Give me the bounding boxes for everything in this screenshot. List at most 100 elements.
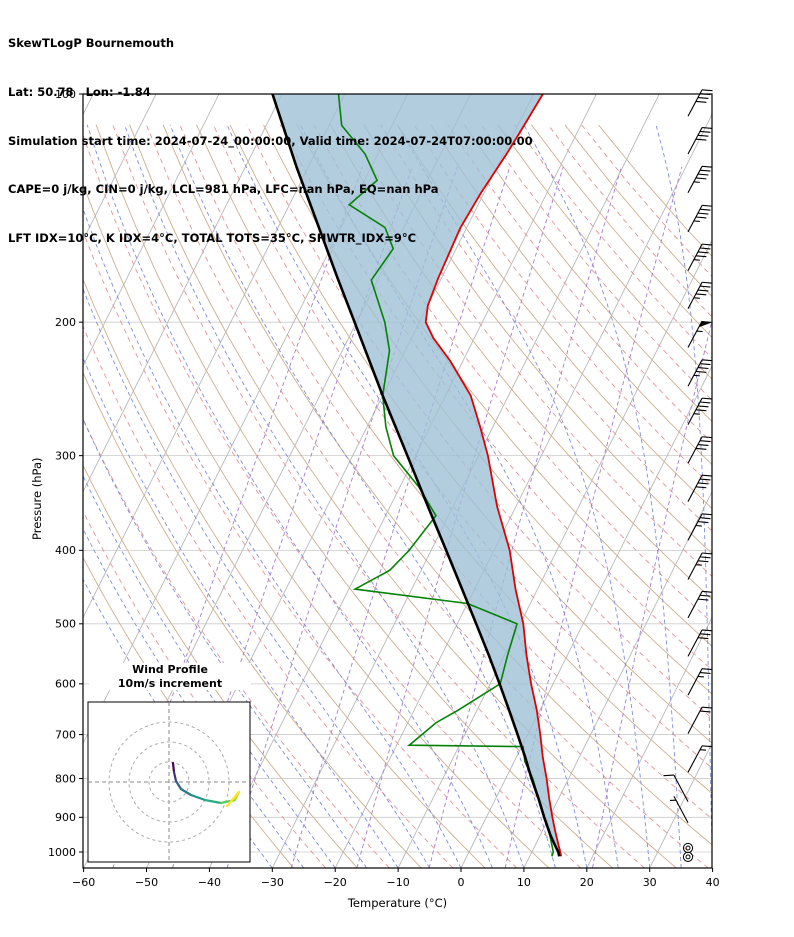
dry-adiabat-dashed (246, 124, 712, 720)
temperature-tick-label: 0 (458, 876, 465, 889)
wind-barb (687, 474, 713, 502)
temperature-tick-label: −60 (72, 876, 95, 889)
dry-adiabat (363, 124, 712, 554)
y-axis-label: Pressure (hPa) (30, 457, 44, 541)
temperature-tick-label: 40 (706, 876, 720, 889)
moist-adiabat (655, 124, 712, 864)
isotherm-line (713, 94, 794, 868)
wind-barb (669, 796, 689, 824)
dry-adiabat (464, 124, 712, 423)
dry-adiabat-dashed (83, 133, 582, 868)
pressure-tick-label: 200 (55, 316, 76, 329)
temperature-tick-label: −20 (324, 876, 347, 889)
wind-barb (687, 668, 713, 696)
isotherm-line (208, 94, 597, 868)
wind-barb (687, 706, 713, 734)
header-times: Simulation start time: 2024-07-24_00:00:… (8, 133, 533, 148)
wind-barb (687, 243, 713, 271)
mixing-ratio-line (592, 318, 712, 868)
mixing-ratio-line (356, 166, 564, 868)
wind-barb (687, 281, 713, 310)
hodograph-ring (128, 741, 210, 823)
hodograph-segment (174, 779, 183, 791)
temperature-tick-label: −10 (386, 876, 409, 889)
wind-barb (687, 165, 713, 194)
hodograph-ring (148, 761, 190, 803)
wind-barb (687, 320, 714, 348)
moist-adiabat (86, 124, 493, 868)
dry-adiabat (397, 124, 712, 510)
plot-border (82, 93, 713, 869)
dry-adiabat (296, 124, 712, 647)
moist-adiabat (523, 124, 682, 868)
isotherm-line (586, 616, 712, 868)
moist-adiabat (83, 207, 462, 868)
temperature-tick-label: −30 (261, 876, 284, 889)
isotherm-line (83, 94, 157, 242)
temperature-tick-label: 30 (643, 876, 657, 889)
wind-barb (687, 204, 713, 233)
temperature-tick-label: 10 (517, 876, 531, 889)
header-block: SkewTLogP Bournemouth Lat: 50.78 Lon: -1… (8, 3, 533, 262)
header-indices: LFT IDX=10°C, K IDX=4°C, TOTAL TOTS=35°C… (8, 230, 417, 245)
pressure-tick-label: 300 (55, 449, 76, 462)
isotherm-line (83, 94, 283, 493)
dry-adiabat-dashed (447, 124, 712, 444)
dry-adiabat-dashed (179, 124, 712, 820)
hodograph-segment (225, 790, 241, 808)
header-cape-cin: CAPE=0 j/kg, CIN=0 j/kg, LCL=981 hPa, LF… (8, 182, 439, 197)
hodograph-segment (189, 793, 207, 802)
dry-adiabat-dashed (83, 324, 454, 868)
moist-adiabat (124, 124, 525, 868)
pressure-tick-label: 600 (55, 678, 76, 691)
wind-barb (687, 745, 713, 773)
dry-adiabat (330, 124, 712, 600)
dry-adiabat (83, 182, 550, 868)
pressure-tick-label: 100 (55, 88, 76, 101)
dry-adiabat-dashed (346, 124, 712, 577)
pressure-tick-label: 800 (55, 772, 76, 785)
moist-adiabat (396, 124, 651, 868)
header-title: SkewTLogP Bournemouth (8, 36, 175, 51)
hodograph-segment (203, 798, 223, 805)
wind-barb-column (663, 89, 714, 863)
temperature-tick-label: −50 (135, 876, 158, 889)
mixing-ratio-line (226, 166, 458, 868)
hodograph-content (88, 702, 250, 862)
parcel-curve (271, 94, 561, 857)
mixing-ratio-line (112, 166, 363, 868)
wind-barb (663, 774, 689, 802)
calm-wind-circle (682, 851, 694, 863)
wind-barb (687, 126, 713, 155)
wind-barb (687, 629, 713, 657)
hodograph-segment (179, 787, 193, 797)
hodograph-ring (108, 721, 230, 843)
wind-barb (687, 359, 713, 387)
dry-adiabat (83, 277, 486, 868)
mixing-ratio-line (504, 166, 683, 868)
x-axis-label: Temperature (°C) (347, 896, 448, 910)
dry-adiabat-dashed (514, 124, 712, 359)
dry-adiabat-dashed (112, 124, 645, 868)
wind-barb (687, 552, 713, 580)
wind-barb (687, 397, 713, 425)
temperature-curve (424, 94, 563, 857)
pressure-tick-label: 1000 (48, 846, 76, 859)
isotherm-line (523, 490, 712, 868)
cape-fill-polygon (272, 94, 562, 857)
hodograph-segment (172, 770, 178, 783)
dry-adiabat (83, 371, 422, 868)
dry-adiabat (564, 124, 712, 298)
dry-adiabat (430, 124, 712, 466)
dry-adiabat-dashed (145, 124, 709, 868)
dry-adiabat-dashed (212, 124, 712, 769)
moist-adiabat (169, 124, 556, 868)
pressure-tick-label: 500 (55, 618, 76, 631)
pressure-tick-label: 700 (55, 728, 76, 741)
hodograph-title-line1: Wind Profile (132, 663, 208, 676)
sounding-profiles (271, 94, 563, 857)
wind-barb (687, 590, 713, 619)
wind-barb (687, 513, 713, 541)
